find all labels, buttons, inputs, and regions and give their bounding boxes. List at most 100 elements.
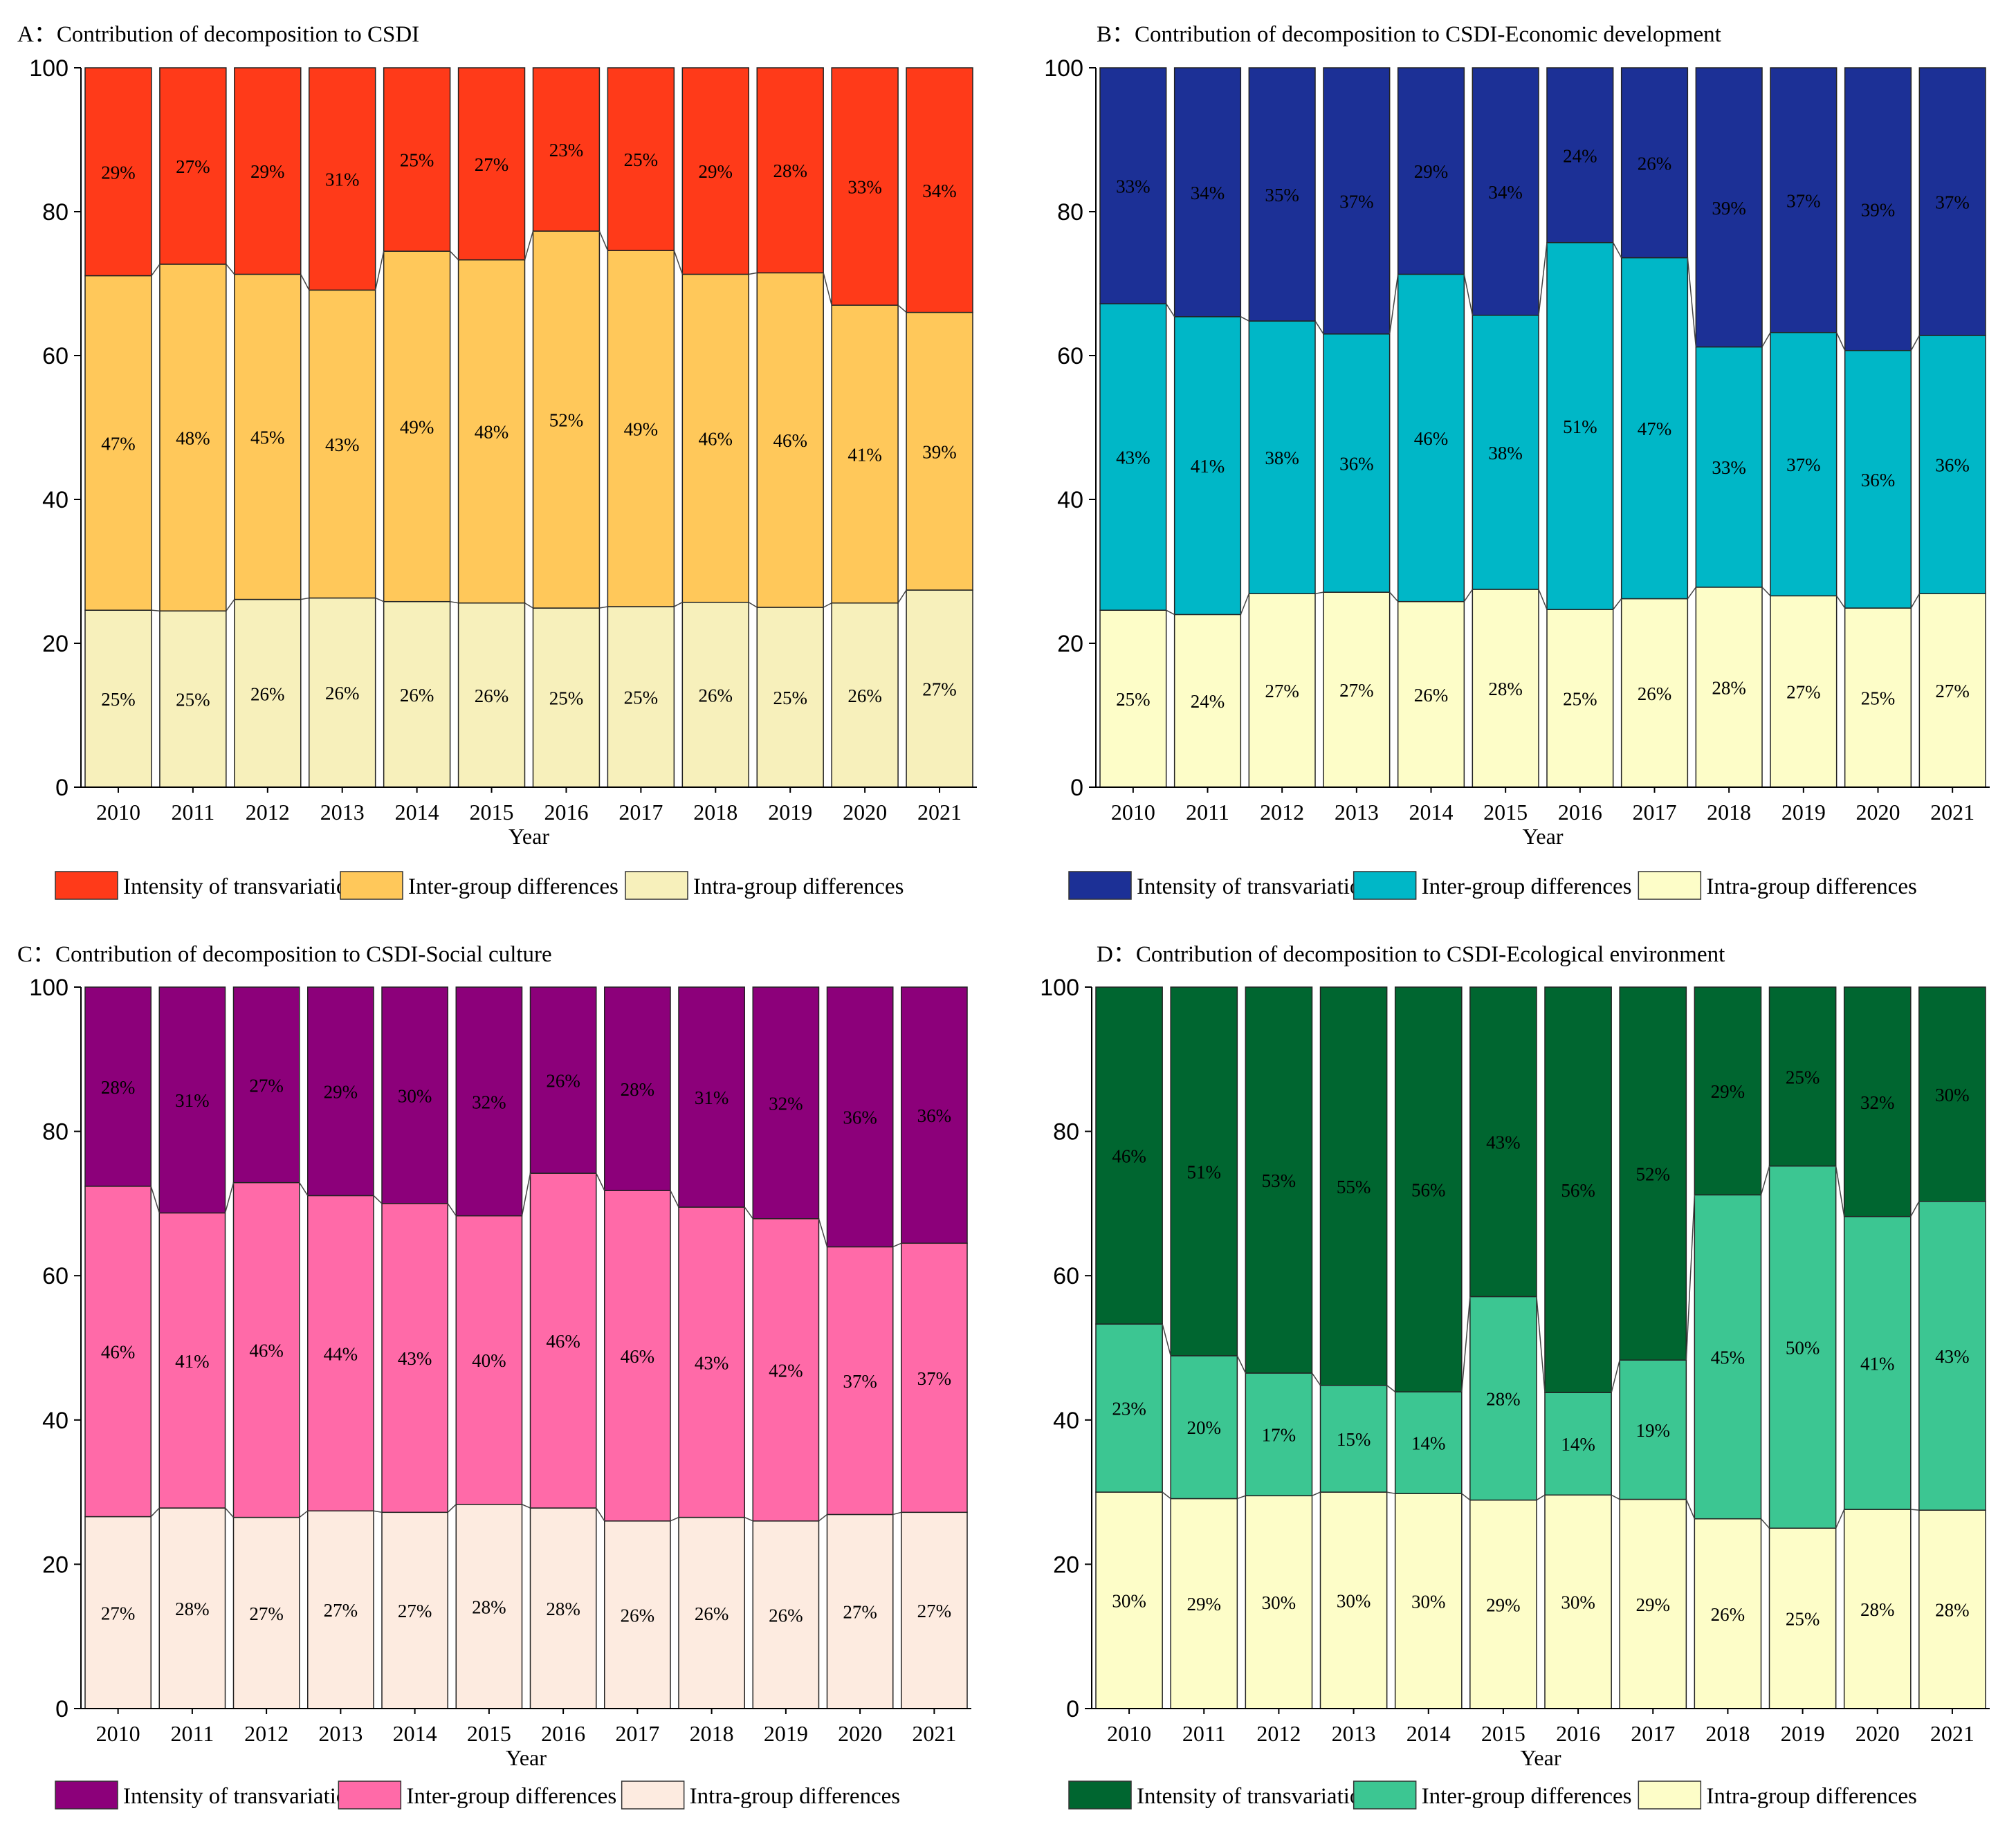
connector-line <box>673 602 683 607</box>
x-tick-label: 2011 <box>1182 1721 1226 1746</box>
chart-panel-b: B：Contribution of decomposition to CSDI-… <box>1044 22 1990 900</box>
bar-segment-inter <box>607 250 675 607</box>
data-label: 25% <box>773 688 807 708</box>
data-label: 27% <box>249 1603 284 1624</box>
x-tick-label: 2017 <box>615 1721 659 1746</box>
data-label: 26% <box>475 685 509 706</box>
y-tick-label: 80 <box>42 199 68 226</box>
data-label: 39% <box>922 441 957 462</box>
data-label: 39% <box>1861 199 1896 220</box>
y-tick-label: 80 <box>1053 1119 1079 1145</box>
bar-segment-inter <box>1099 303 1167 611</box>
legend-label: Inter-group differences <box>1422 1784 1632 1809</box>
connector-line <box>522 1504 531 1509</box>
bar-segment-intensity <box>1694 986 1762 1196</box>
data-label: 43% <box>325 434 360 455</box>
connector-line <box>818 1513 827 1522</box>
data-label: 25% <box>1861 688 1896 709</box>
data-label: 43% <box>1486 1132 1521 1153</box>
bar-segment-inter <box>826 1246 894 1516</box>
legend-label: Inter-group differences <box>406 1784 616 1809</box>
data-label: 28% <box>773 160 807 181</box>
bar-segment-intra <box>831 602 899 788</box>
y-tick-label: 0 <box>1066 1696 1079 1722</box>
bar-segment-intra <box>678 1516 745 1709</box>
connector-line <box>521 1172 531 1216</box>
y-tick-label: 100 <box>29 55 68 82</box>
x-tick-label: 2015 <box>470 800 514 825</box>
data-label: 47% <box>1638 418 1672 439</box>
bar-segment-inter <box>532 230 601 609</box>
data-label: 26% <box>546 1071 580 1092</box>
data-label: 38% <box>1488 443 1523 463</box>
bar-segment-intensity <box>455 986 523 1217</box>
data-label: 27% <box>475 154 509 175</box>
y-tick-label: 40 <box>1053 1408 1079 1434</box>
y-tick-label: 0 <box>1070 775 1083 801</box>
x-tick-label: 2018 <box>1705 1721 1750 1746</box>
bar-segment-intensity <box>529 986 597 1174</box>
bar-segment-inter <box>1843 1215 1912 1510</box>
data-label: 29% <box>1711 1081 1745 1102</box>
x-axis-title: Year <box>508 824 549 849</box>
connector-line <box>524 602 533 609</box>
bar-segment-inter <box>158 1212 226 1509</box>
data-label: 34% <box>1488 182 1523 203</box>
data-label: 30% <box>1112 1591 1146 1612</box>
data-label: 30% <box>398 1085 432 1106</box>
bar-segment-inter <box>1619 1359 1687 1500</box>
data-label: 14% <box>1411 1433 1446 1454</box>
data-label: 48% <box>176 428 210 449</box>
connector-line <box>300 597 309 600</box>
data-label: 27% <box>324 1600 358 1621</box>
data-label: 43% <box>695 1352 729 1373</box>
connector-line <box>1536 1296 1546 1393</box>
data-label: 26% <box>621 1605 655 1626</box>
data-label: 37% <box>917 1368 952 1389</box>
legend-label: Intra-group differences <box>690 1784 901 1809</box>
bar-segment-intensity <box>604 986 671 1191</box>
bar-segment-inter <box>1544 1392 1612 1496</box>
legend-swatch-inter <box>1353 871 1417 900</box>
connector-line <box>892 1242 902 1248</box>
data-label: 46% <box>773 430 807 451</box>
legend-swatch-intra <box>621 1780 685 1810</box>
connector-line <box>596 1172 605 1191</box>
connector-line <box>596 1507 605 1522</box>
connector-line <box>1910 1509 1919 1511</box>
chart-title: A：Contribution of decomposition to CSDI <box>17 22 419 47</box>
data-label: 53% <box>1262 1170 1296 1191</box>
connector-line <box>1910 1201 1920 1217</box>
x-tick-label: 2013 <box>318 1721 363 1746</box>
bar-segment-inter <box>1918 1201 1986 1511</box>
data-label: 45% <box>250 427 285 448</box>
bar-segment-inter <box>1768 1165 1837 1529</box>
x-tick-label: 2016 <box>1556 1721 1600 1746</box>
bar-segment-intensity <box>383 67 451 252</box>
bar-segment-intensity <box>1397 67 1465 275</box>
x-tick-label: 2017 <box>618 800 663 825</box>
bar-segment-inter <box>309 289 376 599</box>
data-label: 28% <box>175 1599 210 1619</box>
bar-segment-intra <box>604 1520 671 1709</box>
connector-line <box>151 264 161 276</box>
bar-segment-intra <box>1918 593 1986 788</box>
connector-line <box>1685 1499 1696 1519</box>
bar-segment-intra <box>532 607 601 788</box>
connector-line <box>1538 242 1548 315</box>
data-label: 27% <box>1339 680 1374 701</box>
bar-segment-intensity <box>158 986 226 1214</box>
bar-segment-intensity <box>752 986 820 1220</box>
data-label: 24% <box>1563 145 1597 166</box>
bar-segment-intensity <box>532 67 601 232</box>
connector-line <box>1463 274 1474 315</box>
x-tick-label: 2014 <box>1406 1721 1451 1746</box>
data-label: 25% <box>101 689 136 710</box>
data-label: 23% <box>549 140 584 160</box>
data-label: 14% <box>1561 1434 1595 1455</box>
x-tick-label: 2014 <box>393 1721 437 1746</box>
connector-line <box>1389 591 1399 602</box>
bar-segment-inter <box>383 250 451 602</box>
data-label: 46% <box>249 1341 284 1361</box>
data-label: 17% <box>1262 1425 1296 1446</box>
